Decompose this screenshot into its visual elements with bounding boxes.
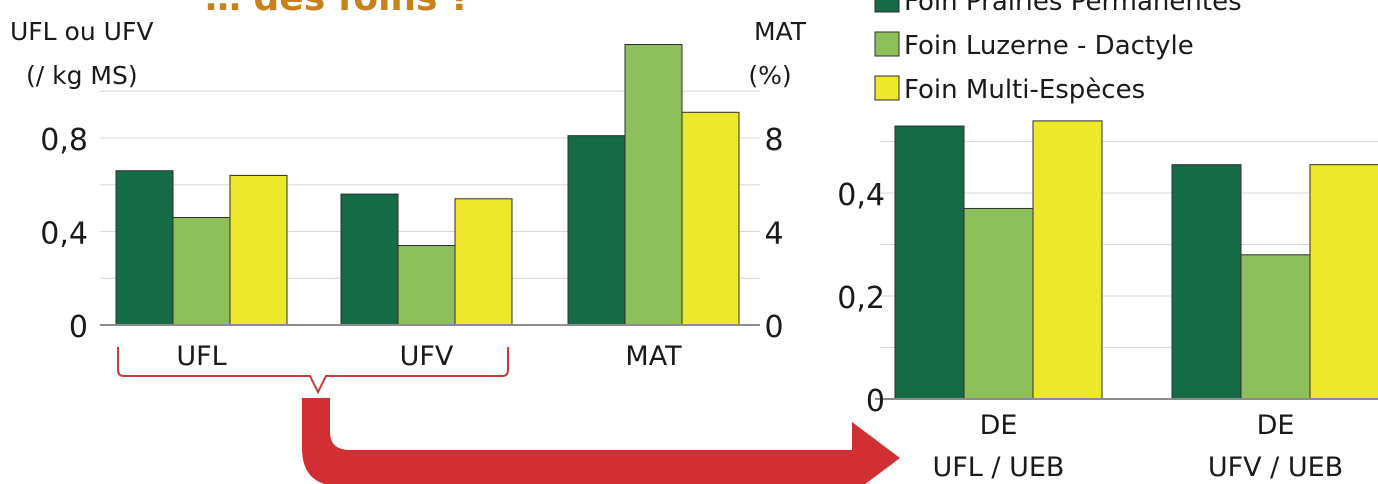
right-tick-label: 8 xyxy=(764,123,783,158)
left-axis-label-line1: UFL ou UFV xyxy=(10,17,153,46)
bar-ufl-series-1 xyxy=(172,216,231,326)
category-label-line2: UFL / UEB xyxy=(933,452,1065,483)
bar-de-0-series-1 xyxy=(963,207,1034,400)
left-chart-left-ticks: 0 0,4 0,8 xyxy=(40,123,88,345)
left-tick-label: 0 xyxy=(69,310,88,345)
right-axis-label-line1: MAT xyxy=(754,17,807,46)
category-label: UFV xyxy=(400,341,454,372)
arrow-icon xyxy=(302,398,900,484)
bracket xyxy=(117,347,509,395)
right-tick-label: 0 xyxy=(764,310,783,345)
legend: Foin Prairies Permanentes Foin Luzerne - … xyxy=(874,0,1242,105)
bar-de-0-series-0 xyxy=(894,125,965,400)
right-chart-y-ticks: 0 0,2 0,4 xyxy=(837,178,885,419)
bar-ufv-series-1 xyxy=(397,245,456,326)
category-label-line1: DE xyxy=(1257,410,1295,441)
right-tick-label: 4 xyxy=(764,217,783,252)
category-label-line2: UFV / UEB xyxy=(1208,452,1343,483)
bar-mat-series-1 xyxy=(624,44,683,326)
bar-ufv-series-2 xyxy=(454,198,513,326)
left-tick-label: 0,8 xyxy=(40,123,88,158)
bar-mat-series-2 xyxy=(681,111,740,326)
bar-de-1-series-2 xyxy=(1309,164,1378,400)
legend-swatch-2 xyxy=(874,75,900,101)
legend-item-label: Foin Multi-Espèces xyxy=(904,75,1145,105)
left-axis-label-line2: (/ kg MS) xyxy=(26,61,138,90)
right-chart-tick-label: 0 xyxy=(866,384,885,419)
bar-de-1-series-1 xyxy=(1240,254,1311,400)
right-chart-category-labels: DE UFL / UEB DE UFV / UEB xyxy=(933,410,1344,483)
legend-item-label: Foin Luzerne - Dactyle xyxy=(904,31,1194,61)
left-chart-category-labels: UFL UFV MAT xyxy=(176,341,682,372)
legend-swatch-0 xyxy=(874,0,900,13)
right-chart-tick-label: 0,4 xyxy=(837,178,885,213)
category-label: MAT xyxy=(625,341,682,372)
left-chart-right-ticks: 0 4 8 xyxy=(764,123,783,345)
legend-item-label: Foin Prairies Permanentes xyxy=(904,0,1242,17)
right-axis-label-line2: (%) xyxy=(748,61,791,90)
legend-swatch-1 xyxy=(874,31,900,57)
left-tick-label: 0,4 xyxy=(40,217,88,252)
right-chart-tick-label: 0,2 xyxy=(837,281,885,316)
category-label-line1: DE xyxy=(980,410,1018,441)
bar-de-1-series-0 xyxy=(1171,164,1242,400)
bar-ufv-series-0 xyxy=(340,193,399,326)
category-label: UFL xyxy=(176,341,226,372)
bar-mat-series-0 xyxy=(567,135,626,326)
left-chart-bars xyxy=(115,44,740,326)
right-chart-bars xyxy=(894,120,1378,400)
bar-ufl-series-0 xyxy=(115,170,174,326)
bar-de-0-series-2 xyxy=(1032,120,1103,400)
page-header-fragment: … des foins ? xyxy=(205,0,471,19)
bar-ufl-series-2 xyxy=(229,174,288,326)
